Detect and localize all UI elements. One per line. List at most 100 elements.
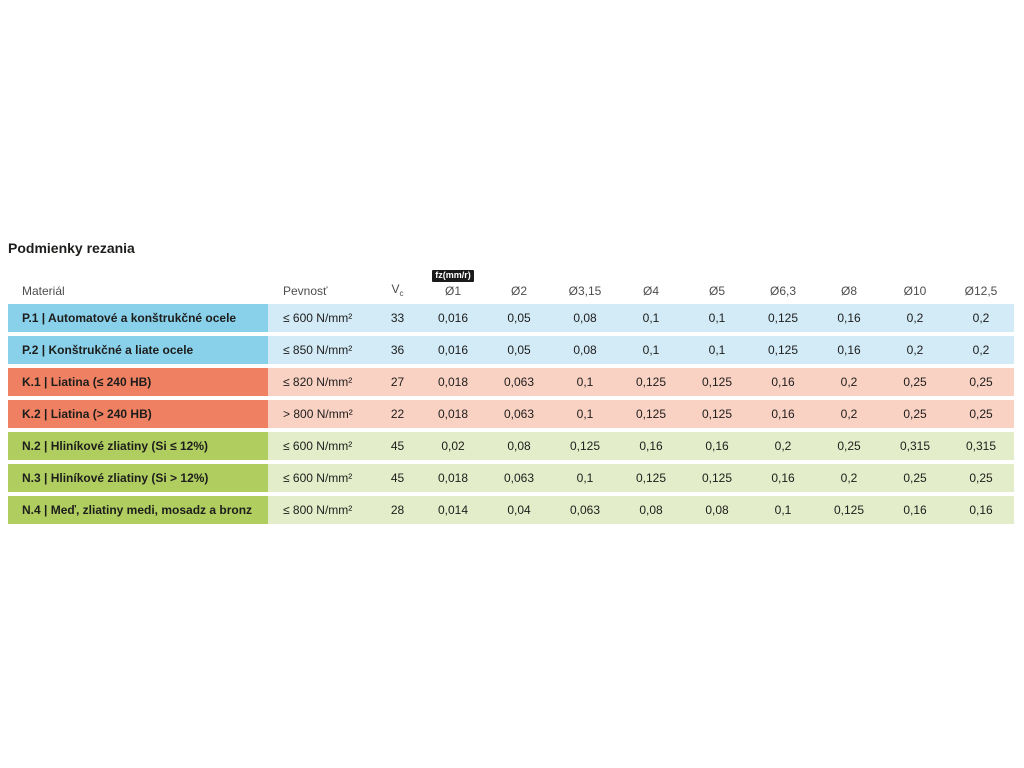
- cutting-speed-cell: 33: [375, 304, 420, 332]
- cutting-conditions-section: Podmienky rezania Materiál Pevnosť Vc fz…: [8, 240, 1014, 528]
- feed-cell-d8: 0,25: [882, 400, 948, 428]
- material-cell: K.1 | Liatina (≤ 240 HB): [8, 368, 268, 396]
- feed-cell-d4: 0,1: [618, 336, 684, 364]
- column-header-cutting-speed: Vc: [391, 282, 404, 298]
- feed-cell-d5: 0,16: [684, 432, 750, 460]
- feed-cell-d1: 0,02: [420, 432, 486, 460]
- feed-cell-d6: 0,125: [750, 304, 816, 332]
- column-header-material: Materiál: [22, 284, 65, 298]
- feed-cell-d2: 0,063: [486, 400, 552, 428]
- feed-cell-d5: 0,125: [684, 464, 750, 492]
- feed-cell-d6: 0,16: [750, 368, 816, 396]
- feed-cell-d1: 0,018: [420, 464, 486, 492]
- feed-cell-d7: 0,16: [816, 336, 882, 364]
- strength-cell: ≤ 820 N/mm²: [268, 368, 375, 396]
- diameter-header-label: Ø12,5: [964, 284, 998, 298]
- feed-cell-d8: 0,25: [882, 464, 948, 492]
- feed-cell-d8: 0,2: [882, 336, 948, 364]
- feed-cell-d5: 0,1: [684, 336, 750, 364]
- diameter-header-label: Ø2: [510, 284, 527, 298]
- column-header-diameter-2: Ø2: [486, 284, 552, 304]
- feed-cell-d8: 0,25: [882, 368, 948, 396]
- strength-cell: ≤ 850 N/mm²: [268, 336, 375, 364]
- table-row-n.2: N.2 | Hliníkové zliatiny (Si ≤ 12%) ≤ 600…: [8, 432, 1014, 460]
- column-header-diameter-8: Ø10: [882, 284, 948, 304]
- page-title: Podmienky rezania: [8, 240, 135, 256]
- feed-cell-d9: 0,16: [948, 496, 1014, 524]
- table-row-p.2: P.2 | Konštrukčné a liate ocele ≤ 850 N/m…: [8, 336, 1014, 364]
- feed-cell-d9: 0,2: [948, 336, 1014, 364]
- column-header-strength: Pevnosť: [283, 284, 328, 298]
- feed-cell-d4: 0,125: [618, 464, 684, 492]
- material-cell: N.3 | Hliníkové zliatiny (Si > 12%): [8, 464, 268, 492]
- column-header-diameter-7: Ø8: [816, 284, 882, 304]
- column-header-diameter-1: fz(mm/r) Ø1: [420, 270, 486, 304]
- feed-cell-d7: 0,2: [816, 464, 882, 492]
- cutting-speed-cell: 22: [375, 400, 420, 428]
- feed-cell-d7: 0,2: [816, 368, 882, 396]
- feed-cell-d8: 0,2: [882, 304, 948, 332]
- feed-cell-d3: 0,08: [552, 336, 618, 364]
- feed-cell-d1: 0,016: [420, 336, 486, 364]
- feed-cell-d9: 0,25: [948, 400, 1014, 428]
- feed-cell-d4: 0,08: [618, 496, 684, 524]
- diameter-header-label: Ø1: [444, 284, 461, 298]
- cutting-speed-cell: 36: [375, 336, 420, 364]
- feed-cell-d2: 0,08: [486, 432, 552, 460]
- material-cell: P.2 | Konštrukčné a liate ocele: [8, 336, 268, 364]
- table-row-k.2: K.2 | Liatina (> 240 HB) > 800 N/mm² 22 0,0…: [8, 400, 1014, 428]
- feed-cell-d9: 0,25: [948, 464, 1014, 492]
- feed-cell-d5: 0,125: [684, 368, 750, 396]
- feed-cell-d2: 0,063: [486, 368, 552, 396]
- diameter-header-label: Ø5: [708, 284, 725, 298]
- material-cell: N.2 | Hliníkové zliatiny (Si ≤ 12%): [8, 432, 268, 460]
- feed-cell-d5: 0,1: [684, 304, 750, 332]
- feed-cell-d7: 0,25: [816, 432, 882, 460]
- feed-cell-d7: 0,2: [816, 400, 882, 428]
- feed-cell-d3: 0,08: [552, 304, 618, 332]
- feed-cell-d1: 0,018: [420, 400, 486, 428]
- material-cell: K.2 | Liatina (> 240 HB): [8, 400, 268, 428]
- feed-cell-d7: 0,125: [816, 496, 882, 524]
- table-body: P.1 | Automatové a konštrukčné ocele ≤ 60…: [8, 304, 1014, 524]
- feed-cell-d9: 0,25: [948, 368, 1014, 396]
- feed-cell-d3: 0,125: [552, 432, 618, 460]
- material-cell: P.1 | Automatové a konštrukčné ocele: [8, 304, 268, 332]
- feed-cell-d7: 0,16: [816, 304, 882, 332]
- feed-cell-d6: 0,16: [750, 400, 816, 428]
- feed-cell-d9: 0,315: [948, 432, 1014, 460]
- table-row-n.4: N.4 | Meď, zliatiny medi, mosadz a bronz…: [8, 496, 1014, 524]
- feed-cell-d2: 0,04: [486, 496, 552, 524]
- cutting-speed-cell: 28: [375, 496, 420, 524]
- feed-cell-d6: 0,16: [750, 464, 816, 492]
- feed-cell-d3: 0,063: [552, 496, 618, 524]
- column-header-diameter-3: Ø3,15: [552, 284, 618, 304]
- diameter-header-label: Ø6,3: [769, 284, 796, 298]
- cutting-speed-cell: 27: [375, 368, 420, 396]
- table-row-n.3: N.3 | Hliníkové zliatiny (Si > 12%) ≤ 600…: [8, 464, 1014, 492]
- feed-cell-d2: 0,063: [486, 464, 552, 492]
- column-header-diameter-9: Ø12,5: [948, 284, 1014, 304]
- cutting-conditions-table: Materiál Pevnosť Vc fz(mm/r) Ø1 Ø2 Ø3,15 Ø4 Ø…: [8, 256, 1014, 524]
- feed-cell-d6: 0,2: [750, 432, 816, 460]
- feed-cell-d2: 0,05: [486, 336, 552, 364]
- feed-cell-d5: 0,125: [684, 400, 750, 428]
- feed-cell-d1: 0,014: [420, 496, 486, 524]
- feed-cell-d8: 0,16: [882, 496, 948, 524]
- feed-cell-d4: 0,1: [618, 304, 684, 332]
- table-header-row: Materiál Pevnosť Vc fz(mm/r) Ø1 Ø2 Ø3,15 Ø4 Ø…: [8, 256, 1014, 304]
- cutting-speed-cell: 45: [375, 432, 420, 460]
- diameter-header-label: Ø8: [840, 284, 857, 298]
- table-row-k.1: K.1 | Liatina (≤ 240 HB) ≤ 820 N/mm² 27 0,0…: [8, 368, 1014, 396]
- feed-cell-d3: 0,1: [552, 400, 618, 428]
- strength-cell: > 800 N/mm²: [268, 400, 375, 428]
- diameter-header-label: Ø10: [903, 284, 927, 298]
- cutting-speed-cell: 45: [375, 464, 420, 492]
- table-row-p.1: P.1 | Automatové a konštrukčné ocele ≤ 60…: [8, 304, 1014, 332]
- strength-cell: ≤ 600 N/mm²: [268, 304, 375, 332]
- strength-cell: ≤ 600 N/mm²: [268, 464, 375, 492]
- strength-cell: ≤ 800 N/mm²: [268, 496, 375, 524]
- column-header-diameter-5: Ø5: [684, 284, 750, 304]
- column-header-diameter-4: Ø4: [618, 284, 684, 304]
